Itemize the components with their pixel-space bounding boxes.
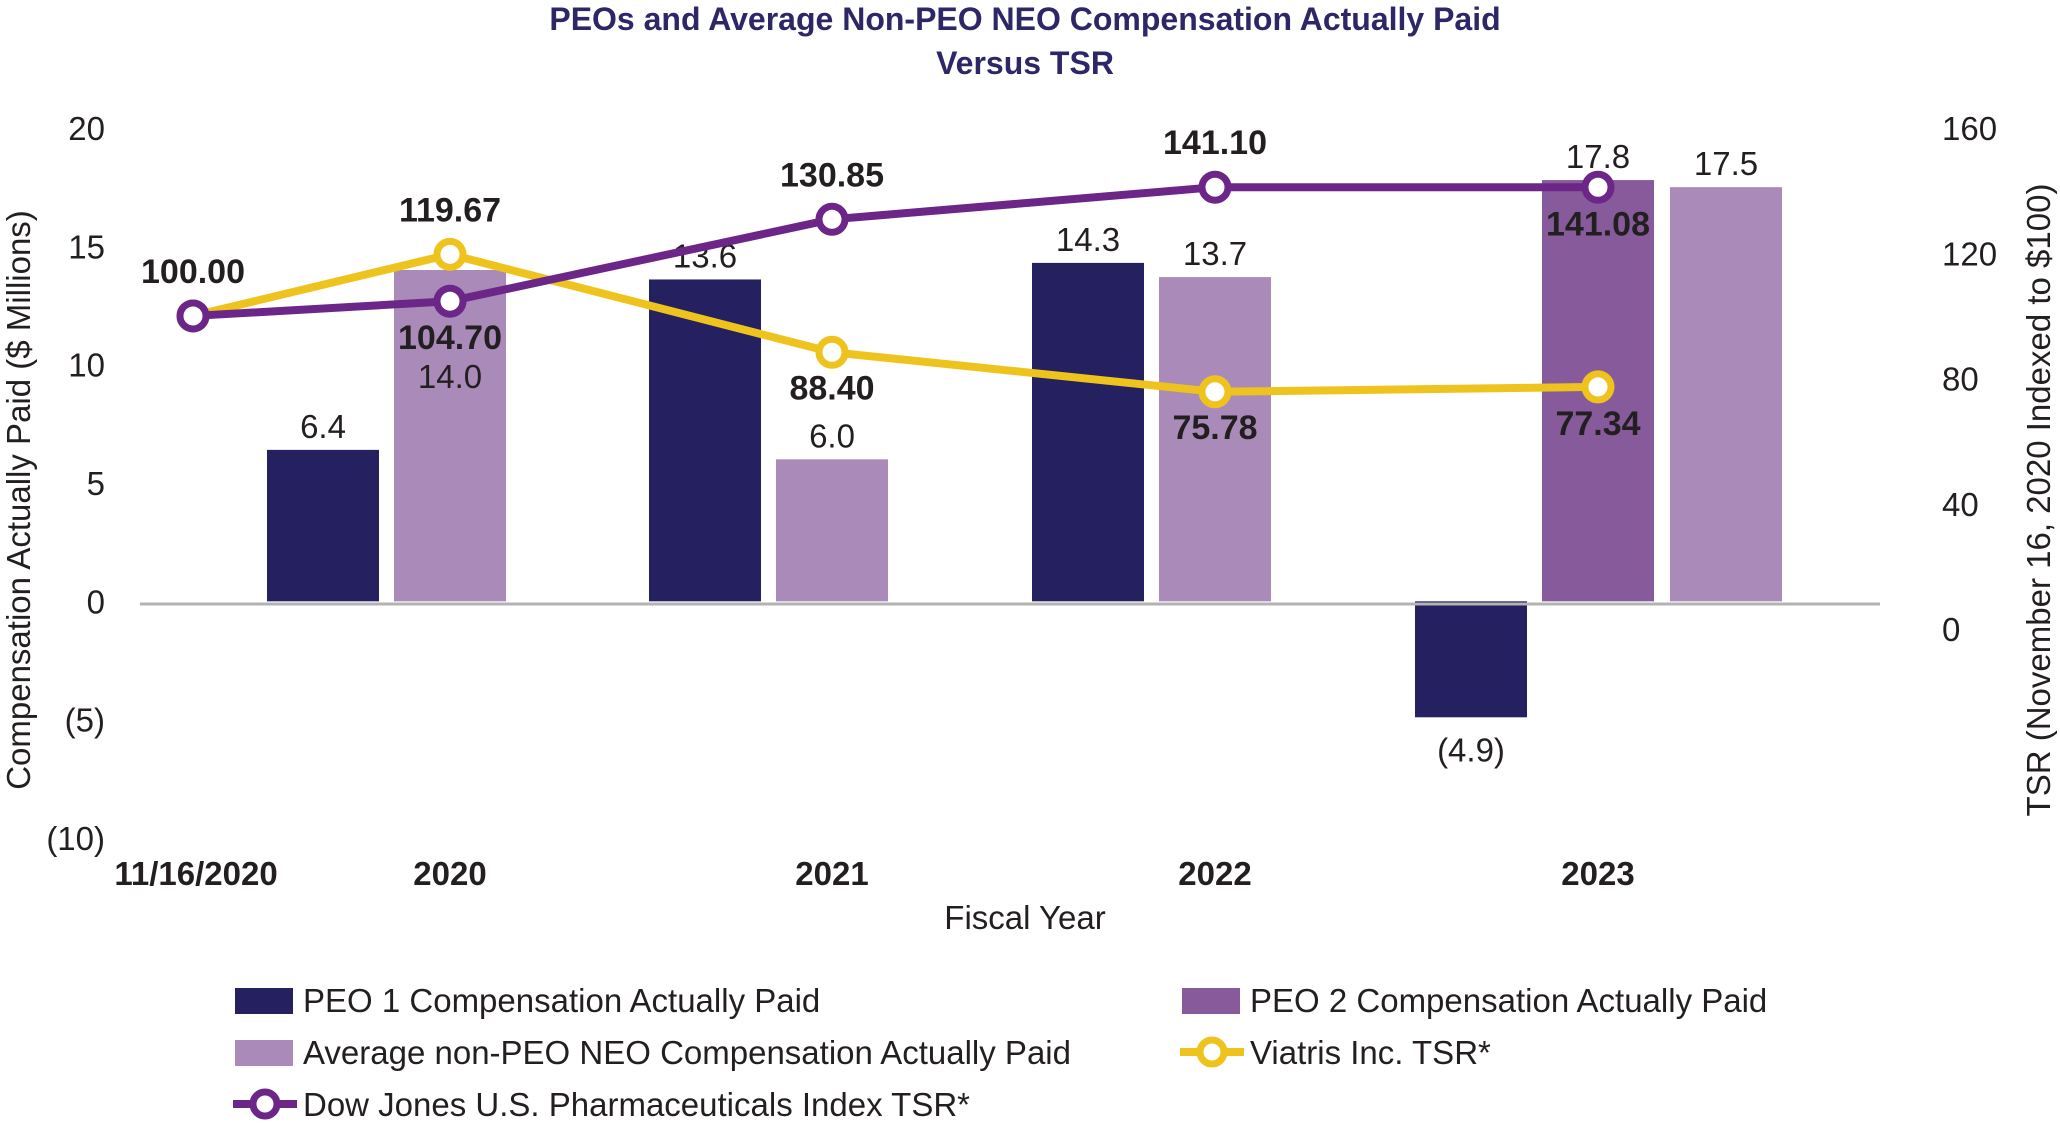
legend: PEO 1 Compensation Actually Paid PEO 2 Co…	[233, 982, 1767, 1123]
tsr-data-label: 119.67	[399, 191, 501, 229]
x-category-label: 2022	[1178, 855, 1251, 892]
legend-swatch	[235, 988, 293, 1014]
x-axis-title: Fiscal Year	[944, 899, 1105, 936]
marker-viatris-tsr	[433, 237, 467, 271]
left-tick-label: (5)	[65, 702, 105, 739]
right-tick-label: 40	[1942, 486, 1979, 523]
legend-marker	[249, 1088, 281, 1120]
x-axis-categories: 11/16/2020 2020 2021 2022 2023	[114, 855, 1634, 892]
left-tick-label: 5	[87, 465, 105, 502]
tsr-data-label: 104.70	[398, 319, 502, 357]
bar-label-group: 6.414.013.66.014.3 13.7(4.9)17.8 17.5	[300, 138, 1758, 768]
tsr-data-label: 141.10	[1163, 124, 1267, 162]
bar-average-non-peo-neo-compensation-actually-paid-2023	[1670, 187, 1782, 602]
tsr-data-label: 75.78	[1172, 409, 1257, 447]
x-category-label: 2020	[413, 855, 486, 892]
tsr-line-group	[176, 170, 1615, 409]
marker-viatris-tsr	[1198, 375, 1232, 409]
bar-peo-1-compensation-actually-paid-2023	[1415, 601, 1527, 718]
bar-average-non-peo-neo-compensation-actually-paid-2020	[394, 270, 506, 602]
legend-label: PEO 2 Compensation Actually Paid	[1250, 982, 1767, 1019]
marker-viatris-tsr	[815, 335, 849, 369]
right-tick-label: 160	[1942, 110, 1997, 147]
tsr-data-label: 88.40	[789, 369, 874, 407]
x-category-label: 2023	[1561, 855, 1634, 892]
tsr-data-label: 77.34	[1555, 405, 1640, 443]
x-category-label: 2021	[795, 855, 868, 892]
bar-data-label: 6.4	[300, 408, 346, 445]
bar-average-non-peo-neo-compensation-actually-paid-2021	[776, 459, 888, 602]
marker-dow-jones-tsr	[815, 202, 849, 236]
legend-label: PEO 1 Compensation Actually Paid	[303, 982, 820, 1019]
left-tick-label: 0	[87, 583, 105, 620]
bar-data-label: 6.0	[809, 417, 855, 454]
bar-peo-1-compensation-actually-paid-2020	[267, 449, 379, 602]
chart-title-line-2: Versus TSR	[936, 45, 1114, 81]
tsr-data-label: 130.85	[780, 156, 884, 194]
right-tick-label: 80	[1942, 361, 1979, 398]
tsr-data-label: 100.00	[141, 253, 245, 291]
left-axis-title: Compensation Actually Paid ($ Millions)	[0, 210, 37, 790]
right-tick-label: 0	[1942, 611, 1960, 648]
bar-data-label: 17.8	[1566, 138, 1630, 175]
marker-viatris-tsr	[1581, 370, 1615, 404]
bar-data-label: 17.5	[1694, 145, 1758, 182]
left-tick-label: (10)	[46, 820, 105, 857]
legend-swatch	[235, 1040, 293, 1066]
legend-swatch	[1182, 988, 1240, 1014]
marker-dow-jones-tsr	[433, 284, 467, 318]
left-tick-label: 20	[68, 110, 105, 147]
legend-marker	[1196, 1036, 1228, 1068]
marker-dow-jones-tsr	[1581, 170, 1615, 204]
bar-average-non-peo-neo-compensation-actually-paid-2022	[1159, 277, 1271, 602]
bar-data-label: 14.3	[1056, 221, 1120, 258]
left-tick-label: 15	[68, 228, 105, 265]
right-tick-label: 120	[1942, 235, 1997, 272]
bar-data-label: 13.7	[1183, 235, 1247, 272]
marker-dow-jones-tsr	[176, 299, 210, 333]
legend-label: Viatris Inc. TSR*	[1250, 1034, 1491, 1071]
right-axis-title: TSR (November 16, 2020 Indexed to $100)	[2020, 184, 2057, 817]
bar-data-label: (4.9)	[1437, 731, 1505, 768]
left-axis-ticks: 20 15 10 5 0 (5) (10)	[46, 110, 105, 857]
bar-peo-1-compensation-actually-paid-2022	[1032, 262, 1144, 602]
left-tick-label: 10	[68, 347, 105, 384]
bar-group	[267, 180, 1782, 718]
right-axis-ticks: 160 120 80 40 0	[1942, 110, 1997, 648]
chart-title-line-1: PEOs and Average Non-PEO NEO Compensatio…	[549, 1, 1500, 37]
tsr-data-label: 141.08	[1546, 205, 1650, 243]
tsr-label-group: 119.67 88.40 75.78 77.34 100.00 104.70 130.85 1…	[141, 124, 1650, 447]
legend-label: Average non-PEO NEO Compensation Actuall…	[303, 1034, 1071, 1071]
bar-data-label: 14.0	[418, 358, 482, 395]
marker-dow-jones-tsr	[1198, 170, 1232, 204]
legend-label: Dow Jones U.S. Pharmaceuticals Index TSR…	[303, 1086, 970, 1123]
x-category-label: 11/16/2020	[114, 855, 277, 892]
